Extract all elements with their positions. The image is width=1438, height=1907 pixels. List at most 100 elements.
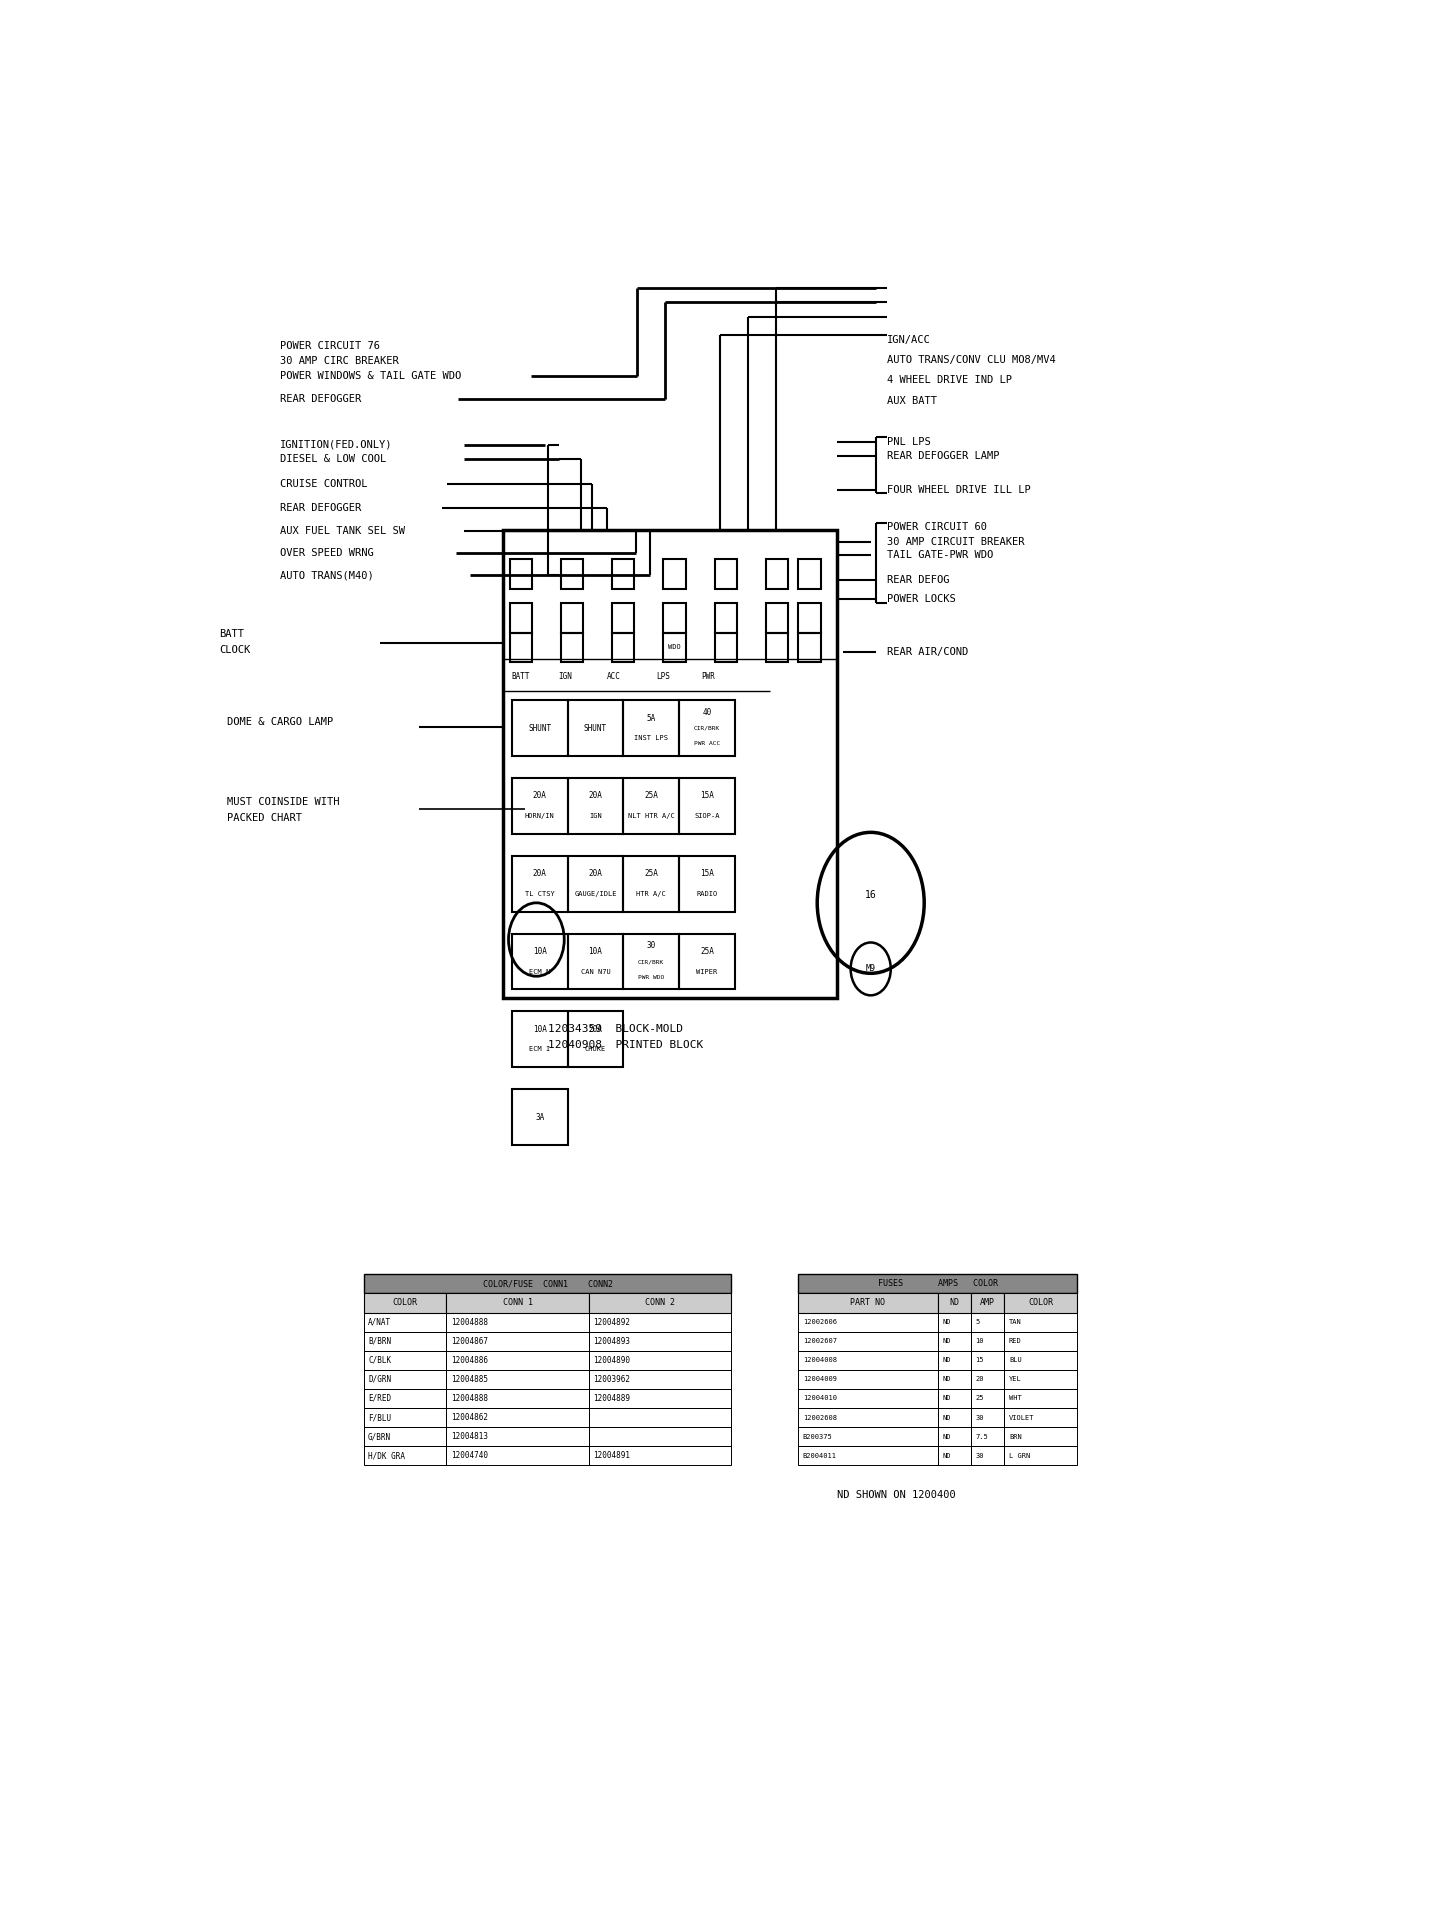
Text: MUST COINSIDE WITH: MUST COINSIDE WITH	[227, 797, 339, 807]
Bar	[1004, 1388, 1077, 1407]
Text: 25A: 25A	[644, 870, 659, 879]
Text: 12004008: 12004008	[802, 1358, 837, 1364]
Text: B/BRN: B/BRN	[368, 1337, 391, 1346]
Bar	[561, 633, 584, 662]
Text: 10A: 10A	[588, 948, 603, 955]
Bar	[715, 559, 736, 589]
Text: 30: 30	[647, 942, 656, 950]
Bar	[1004, 1331, 1077, 1350]
Text: POWER CIRCUIT 76: POWER CIRCUIT 76	[280, 341, 380, 351]
Text: 25: 25	[975, 1396, 984, 1402]
Bar	[1004, 1350, 1077, 1369]
Text: 30: 30	[975, 1415, 984, 1421]
Text: AMP: AMP	[981, 1299, 995, 1308]
Bar	[715, 633, 736, 662]
Bar	[938, 1388, 971, 1407]
Bar	[679, 934, 735, 990]
Text: 12004889: 12004889	[592, 1394, 630, 1404]
Bar	[588, 1407, 732, 1426]
Text: HORN/IN: HORN/IN	[525, 812, 555, 818]
Bar	[509, 603, 532, 633]
Bar	[446, 1446, 588, 1465]
Text: A/NAT: A/NAT	[368, 1318, 391, 1327]
Text: 12002606: 12002606	[802, 1320, 837, 1325]
Bar	[798, 1350, 938, 1369]
Text: REAR DEFOGGER LAMP: REAR DEFOGGER LAMP	[887, 452, 999, 461]
Text: IGNITION(FED.ONLY): IGNITION(FED.ONLY)	[280, 441, 393, 450]
Text: TL CTSY: TL CTSY	[525, 891, 555, 896]
Bar	[938, 1446, 971, 1465]
Text: PWR WDO: PWR WDO	[638, 974, 664, 980]
Bar	[446, 1312, 588, 1331]
Text: 12004893: 12004893	[592, 1337, 630, 1346]
Text: INST LPS: INST LPS	[634, 734, 669, 742]
Bar	[766, 603, 788, 633]
Bar	[766, 559, 788, 589]
Bar	[613, 603, 634, 633]
Text: 15: 15	[975, 1358, 984, 1364]
Bar	[1004, 1293, 1077, 1312]
Bar	[561, 559, 584, 589]
Bar	[971, 1407, 1004, 1426]
Bar	[798, 1446, 938, 1465]
Text: CONN 2: CONN 2	[646, 1299, 674, 1308]
Text: BRN: BRN	[1009, 1434, 1021, 1440]
Text: DIESEL & LOW COOL: DIESEL & LOW COOL	[280, 454, 387, 465]
Bar	[798, 633, 821, 662]
Text: 12004009: 12004009	[802, 1377, 837, 1383]
Bar	[938, 1369, 971, 1388]
Bar	[613, 633, 634, 662]
Text: 12004740: 12004740	[452, 1451, 487, 1461]
Bar	[1004, 1407, 1077, 1426]
Bar	[446, 1293, 588, 1312]
Text: COLOR: COLOR	[1028, 1299, 1053, 1308]
Text: D/GRN: D/GRN	[368, 1375, 391, 1384]
Text: POWER CIRCUIT 60: POWER CIRCUIT 60	[887, 523, 988, 532]
Text: ND: ND	[942, 1339, 951, 1344]
Text: REAR DEFOGGER: REAR DEFOGGER	[280, 503, 361, 513]
Text: 12004886: 12004886	[452, 1356, 487, 1365]
Text: CRUISE CONTROL: CRUISE CONTROL	[280, 479, 368, 490]
Text: 25A: 25A	[644, 791, 659, 801]
Text: TAIL GATE-PWR WDO: TAIL GATE-PWR WDO	[887, 549, 994, 561]
Text: REAR AIR/COND: REAR AIR/COND	[887, 646, 969, 656]
Bar	[446, 1331, 588, 1350]
Text: ND: ND	[949, 1299, 959, 1308]
Text: ND: ND	[942, 1453, 951, 1459]
Text: 12004010: 12004010	[802, 1396, 837, 1402]
Bar	[503, 530, 837, 997]
Text: DOME & CARGO LAMP: DOME & CARGO LAMP	[227, 717, 332, 727]
Bar	[446, 1426, 588, 1446]
Bar	[798, 1388, 938, 1407]
Bar	[1004, 1426, 1077, 1446]
Text: 5: 5	[975, 1320, 979, 1325]
Text: 12004862: 12004862	[452, 1413, 487, 1423]
Text: 20A: 20A	[533, 791, 546, 801]
Text: IGN: IGN	[558, 671, 572, 681]
Text: SHUNT: SHUNT	[584, 723, 607, 732]
Bar	[663, 603, 686, 633]
Text: E/RED: E/RED	[368, 1394, 391, 1404]
Bar	[364, 1388, 446, 1407]
Bar	[561, 603, 584, 633]
Text: COLOR: COLOR	[393, 1299, 417, 1308]
Text: AUX FUEL TANK SEL SW: AUX FUEL TANK SEL SW	[280, 526, 406, 536]
Text: VIOLET: VIOLET	[1009, 1415, 1034, 1421]
Text: CIR/BRK: CIR/BRK	[693, 725, 720, 730]
Bar	[512, 856, 568, 912]
Text: PNL LPS: PNL LPS	[887, 437, 932, 446]
Text: 12004892: 12004892	[592, 1318, 630, 1327]
Bar	[971, 1312, 1004, 1331]
Bar	[623, 934, 679, 990]
Text: PART NO: PART NO	[850, 1299, 886, 1308]
Bar	[798, 1426, 938, 1446]
Text: 7.5: 7.5	[975, 1434, 988, 1440]
Bar	[512, 1011, 568, 1068]
Bar	[588, 1293, 732, 1312]
Bar	[623, 778, 679, 833]
Text: CAN N7U: CAN N7U	[581, 969, 610, 974]
Text: 10A: 10A	[533, 948, 546, 955]
Bar	[663, 559, 686, 589]
Bar	[509, 559, 532, 589]
Text: CONN 1: CONN 1	[502, 1299, 532, 1308]
